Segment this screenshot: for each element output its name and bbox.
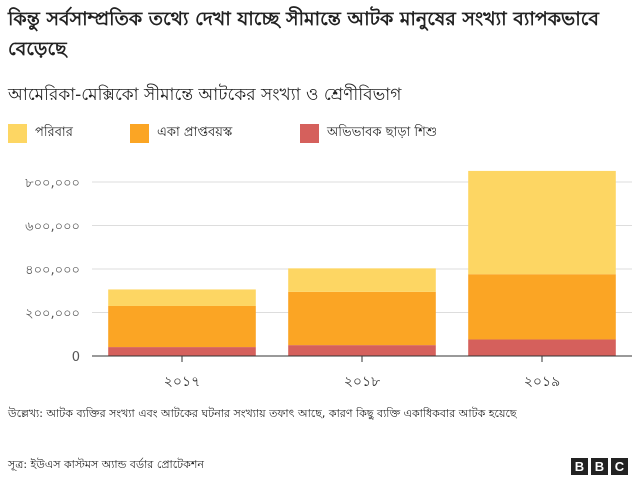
y-tick-label: ৮০০,০০০ (25, 176, 80, 191)
legend-label-unaccompanied-child: অভিভাবক ছাড়া শিশু (327, 125, 438, 140)
x-tick-label: ২০১৯ (524, 374, 560, 390)
bar-segment (288, 345, 436, 356)
bar-segment (468, 274, 616, 340)
bar-segment (288, 291, 436, 346)
legend-item-single-adult: একা প্রাপ্তবয়স্ক (130, 123, 232, 144)
legend-swatch-unaccompanied-child (300, 124, 319, 143)
bar-segment (108, 347, 256, 356)
chart-subtitle: আমেরিকা-মেক্সিকো সীমান্তে আটকের সংখ্যা ও… (8, 85, 402, 105)
bbc-logo-letter: C (611, 458, 628, 475)
bbc-logo-letter: B (571, 458, 588, 475)
legend: পরিবার একা প্রাপ্তবয়স্ক অভিভাবক ছাড়া শ… (8, 123, 628, 145)
legend-swatch-family (8, 124, 27, 143)
y-tick-label: ৬০০,০০০ (25, 220, 80, 235)
y-tick-label: ২০০,০০০ (25, 307, 80, 322)
bar-segment (288, 268, 436, 292)
x-tick-label: ২০১৮ (344, 374, 380, 390)
chart-title: কিন্তু সর্বসাম্প্রতিক তথ্যে দেখা যাচ্ছে … (8, 8, 599, 60)
legend-swatch-single-adult (130, 124, 149, 143)
y-tick-label: ৪০০,০০০ (25, 263, 80, 278)
legend-label-family: পরিবার (35, 125, 73, 140)
bbc-logo-letter: B (591, 458, 608, 475)
bar-segment (468, 170, 616, 275)
chart-note: উল্লেখ্য: আটক ব্যক্তির সংখ্যা এবং আটকের … (8, 407, 517, 420)
legend-label-single-adult: একা প্রাপ্তবয়স্ক (157, 125, 233, 140)
y-tick-label: 0 (72, 350, 80, 365)
x-tick-label: ২০১৭ (164, 374, 200, 390)
bar-segment (468, 339, 616, 356)
chart-source: সূত্র: ইউএস কাস্টমস অ্যান্ড বর্ডার প্রোট… (8, 458, 204, 471)
stacked-bar-chart: 0 ২০০,০০০ ৪০০,০০০ ৬০০,০০০ ৮০০,০০০ ২০১৭ ২০১৮ ২০১… (25, 170, 632, 390)
bar-segment (108, 305, 256, 348)
legend-item-unaccompanied-child: অভিভাবক ছাড়া শিশু (300, 123, 437, 144)
bbc-logo: B B C (571, 458, 628, 475)
bar-segment (108, 289, 256, 306)
legend-item-family: পরিবার (8, 123, 73, 144)
